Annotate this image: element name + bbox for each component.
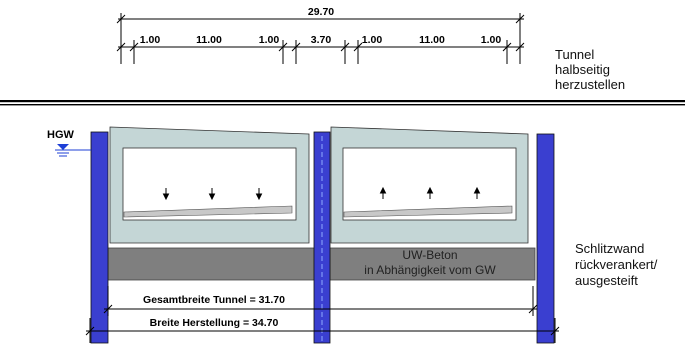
ground-surface-line (0, 100, 685, 106)
note-tunnel-1: Tunnel (555, 47, 594, 62)
uw-beton-left (107, 247, 315, 281)
dim-total: 29.70 (308, 6, 334, 18)
uw-beton-label-2: in Abhängigkeit vom GW (364, 263, 496, 277)
left-load-arrows (162, 188, 263, 201)
dim-seg-2: 11.00 (196, 34, 222, 46)
dim-seg-3: 1.00 (259, 34, 280, 46)
slurry-wall-middle (313, 131, 331, 344)
water-level-icon (55, 144, 91, 157)
dim-seg-4: 3.70 (311, 34, 332, 46)
note-schlitzwand-3: ausgesteift (575, 273, 638, 288)
note-tunnel-3: herzustellen (555, 77, 625, 92)
right-uplift-arrows (379, 186, 481, 199)
uw-beton-right (329, 247, 536, 281)
dim-gesamtbreite: Gesamtbreite Tunnel = 31.70 (143, 294, 285, 306)
note-schlitzwand-1: Schlitzwand (575, 241, 644, 256)
dim-seg-1: 1.00 (140, 34, 161, 46)
uw-beton-label-1: UW-Beton (402, 248, 457, 262)
dim-seg-7: 1.00 (481, 34, 502, 46)
top-dimension-chain (116, 13, 525, 64)
right-tunnel-cell (330, 126, 529, 244)
note-schlitzwand-2: rückverankert/ (575, 257, 658, 272)
left-tunnel-cell (109, 126, 310, 244)
slurry-wall-right (536, 133, 555, 344)
bottom-dimensions (85, 286, 560, 343)
dim-seg-6: 11.00 (419, 34, 445, 46)
slurry-wall-left (90, 131, 109, 344)
note-tunnel-2: halbseitig (555, 62, 610, 77)
dim-herstellung: Breite Herstellung = 34.70 (150, 317, 279, 329)
dim-seg-5: 1.00 (362, 34, 383, 46)
hgw-label: HGW (47, 129, 75, 141)
